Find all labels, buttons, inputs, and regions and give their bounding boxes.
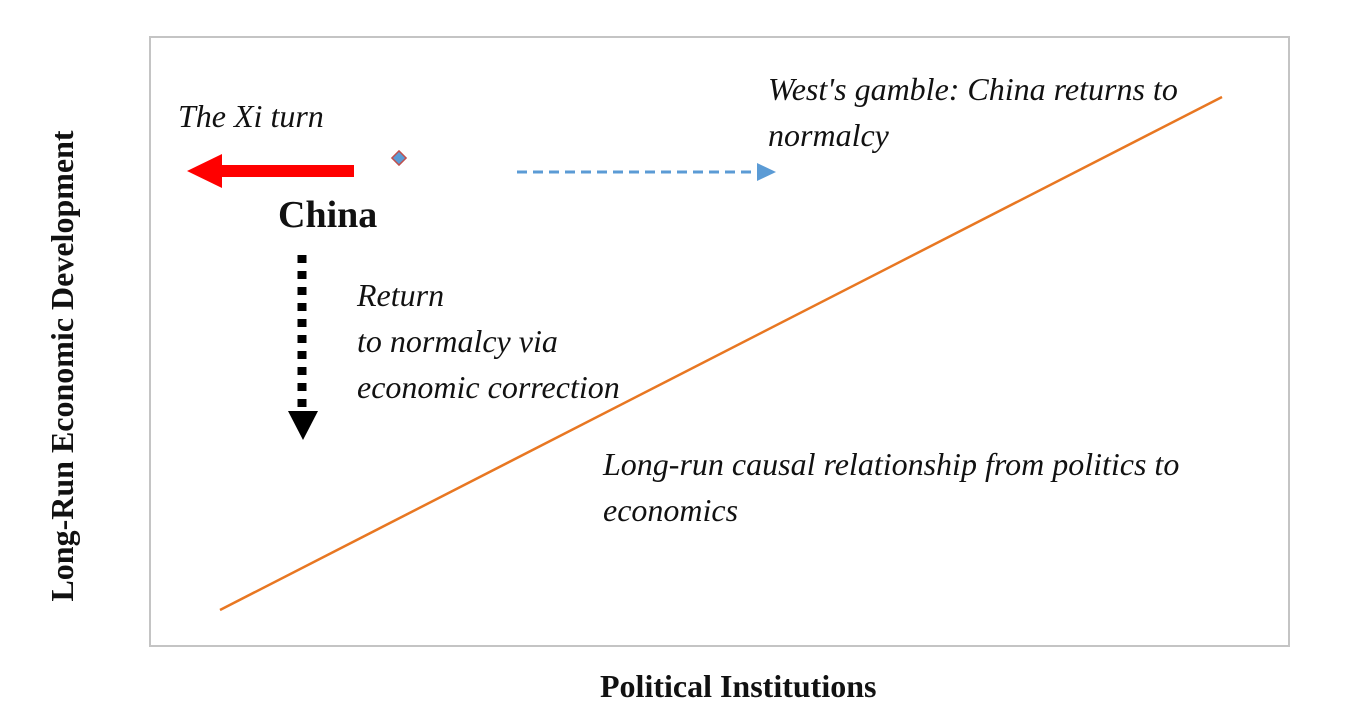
causal-label-line-2: economics bbox=[603, 492, 739, 528]
causal-label-line-1: Long-run causal relationship from politi… bbox=[603, 446, 1180, 482]
return-to-normalcy-arrow bbox=[288, 255, 318, 440]
return-label-line-3: economic correction bbox=[357, 369, 620, 405]
return-to-normalcy-label: Return to normalcy via economic correcti… bbox=[357, 272, 620, 410]
west-gamble-label-line-1: West's gamble: China returns to bbox=[768, 71, 1178, 107]
causal-relationship-line bbox=[219, 95, 1223, 612]
x-axis-label: Political Institutions bbox=[600, 668, 877, 704]
y-axis-label: Long-Run Economic Development bbox=[44, 130, 80, 602]
xi-turn-label: The Xi turn bbox=[178, 98, 324, 134]
china-label: China bbox=[278, 194, 378, 236]
return-label-line-1: Return bbox=[357, 277, 445, 313]
west-gamble-label: West's gamble: China returns to normalcy bbox=[768, 66, 1178, 158]
xi-turn-arrow bbox=[187, 154, 354, 188]
return-label-line-2: to normalcy via bbox=[357, 323, 558, 359]
china-position-marker bbox=[390, 149, 408, 167]
diagram-frame bbox=[149, 36, 1290, 647]
west-gamble-label-line-2: normalcy bbox=[768, 117, 889, 153]
causal-relationship-label: Long-run causal relationship from politi… bbox=[603, 441, 1179, 533]
west-gamble-arrow bbox=[517, 163, 776, 181]
